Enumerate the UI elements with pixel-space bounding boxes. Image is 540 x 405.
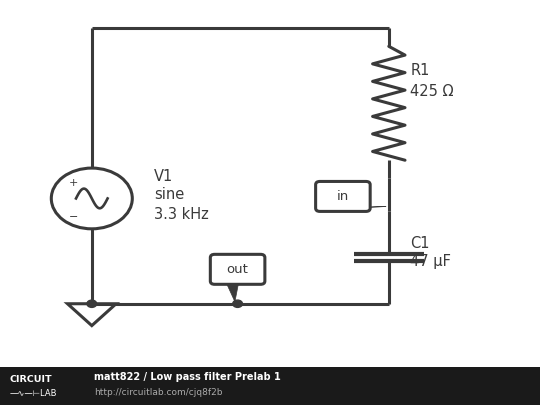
Bar xyxy=(0,367,540,405)
Circle shape xyxy=(87,300,97,307)
Polygon shape xyxy=(330,207,386,208)
Text: +: + xyxy=(69,178,78,188)
FancyBboxPatch shape xyxy=(315,181,370,211)
Text: out: out xyxy=(227,263,248,276)
FancyBboxPatch shape xyxy=(211,254,265,284)
Text: C1: C1 xyxy=(410,236,430,251)
Text: sine: sine xyxy=(154,187,184,202)
Text: http://circuitlab.com/cjq8f2b: http://circuitlab.com/cjq8f2b xyxy=(94,388,223,396)
Text: 425 Ω: 425 Ω xyxy=(410,84,454,99)
Text: CIRCUIT: CIRCUIT xyxy=(10,375,52,384)
Text: 3.3 kHz: 3.3 kHz xyxy=(154,207,208,222)
Polygon shape xyxy=(226,281,239,302)
Text: —∿—⊢LAB: —∿—⊢LAB xyxy=(10,389,57,398)
Text: R1: R1 xyxy=(410,63,430,78)
Text: V1: V1 xyxy=(154,168,173,184)
Circle shape xyxy=(233,300,242,307)
Text: in: in xyxy=(337,190,349,203)
Text: −: − xyxy=(69,212,78,222)
Text: 47 μF: 47 μF xyxy=(410,254,451,269)
Text: matt822 / Low pass filter Prelab 1: matt822 / Low pass filter Prelab 1 xyxy=(94,372,281,382)
